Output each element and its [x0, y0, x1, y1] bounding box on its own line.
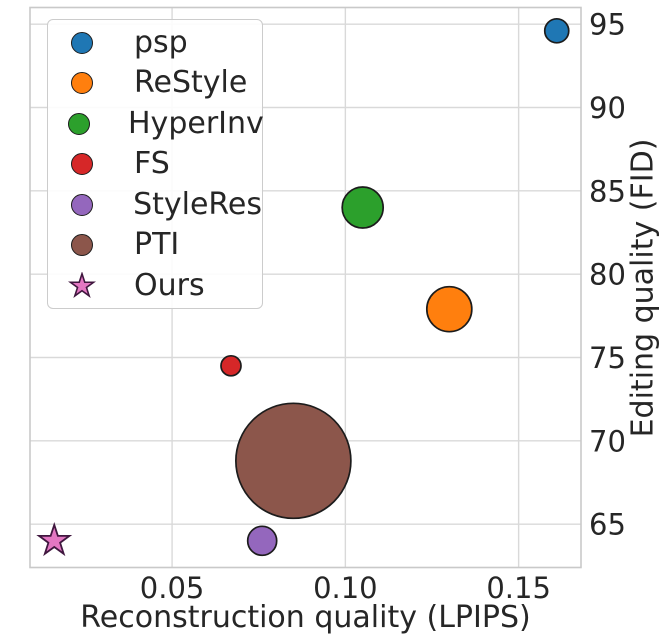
plot-border — [29, 6, 582, 569]
y-tick-label: 85 — [589, 174, 626, 208]
data-point-psp — [543, 17, 570, 44]
y-tick-label: 95 — [589, 8, 626, 42]
data-point-fs — [220, 354, 242, 377]
circle-marker-icon — [68, 153, 96, 175]
y-tick-label: 70 — [589, 424, 626, 458]
legend-item-psp: psp — [48, 23, 262, 63]
legend-label: ReStyle — [134, 65, 248, 100]
y-tick-label: 65 — [589, 508, 626, 542]
y-tick-label: 75 — [589, 341, 626, 375]
circle-marker-icon — [68, 72, 96, 94]
y-axis-label: Editing quality (FID) — [625, 138, 661, 438]
circle-swatch — [70, 193, 93, 216]
circle-swatch — [68, 112, 90, 135]
legend-label: FS — [134, 146, 170, 181]
circle-marker-icon — [68, 112, 90, 135]
legend-label: HyperInv — [128, 105, 264, 141]
legend-label: psp — [134, 24, 188, 60]
legend-item-restyle: ReStyle — [48, 63, 262, 103]
star-marker-icon — [68, 272, 96, 299]
data-point-ours — [36, 521, 73, 557]
data-point-styleres — [246, 525, 278, 557]
legend-item-styleres: StyleRes — [48, 185, 262, 225]
legend-item-ours: Ours — [48, 266, 262, 306]
x-tick-label: 0.05 — [140, 571, 205, 605]
x-tick-label: 0.15 — [486, 571, 551, 605]
circle-marker-icon — [68, 31, 96, 54]
star-icon — [68, 272, 96, 298]
circle-swatch — [71, 234, 93, 256]
circle-swatch — [71, 153, 93, 175]
data-point-pti — [235, 402, 352, 520]
legend-label: StyleRes — [133, 186, 262, 222]
legend: psp ReStyle HyperInv FS StyleRes PTI Ours — [47, 19, 264, 309]
star-glyph — [68, 272, 96, 298]
legend-item-hyperinv: HyperInv — [48, 104, 264, 144]
circle-swatch — [71, 31, 93, 54]
circle-marker-icon — [68, 193, 95, 216]
legend-item-pti: PTI — [48, 225, 262, 265]
data-point-restyle — [425, 285, 473, 333]
data-point-hyperinv — [341, 186, 385, 229]
legend-item-fs: FS — [48, 144, 262, 184]
x-tick-label: 0.10 — [313, 571, 378, 605]
circle-swatch — [71, 72, 93, 94]
x-axis-label: Reconstruction quality (LPIPS) — [80, 600, 531, 635]
legend-label: PTI — [134, 227, 180, 262]
legend-label: Ours — [134, 267, 205, 303]
y-tick-label: 80 — [589, 258, 626, 292]
circle-marker-icon — [68, 234, 96, 256]
y-tick-label: 90 — [589, 91, 626, 125]
